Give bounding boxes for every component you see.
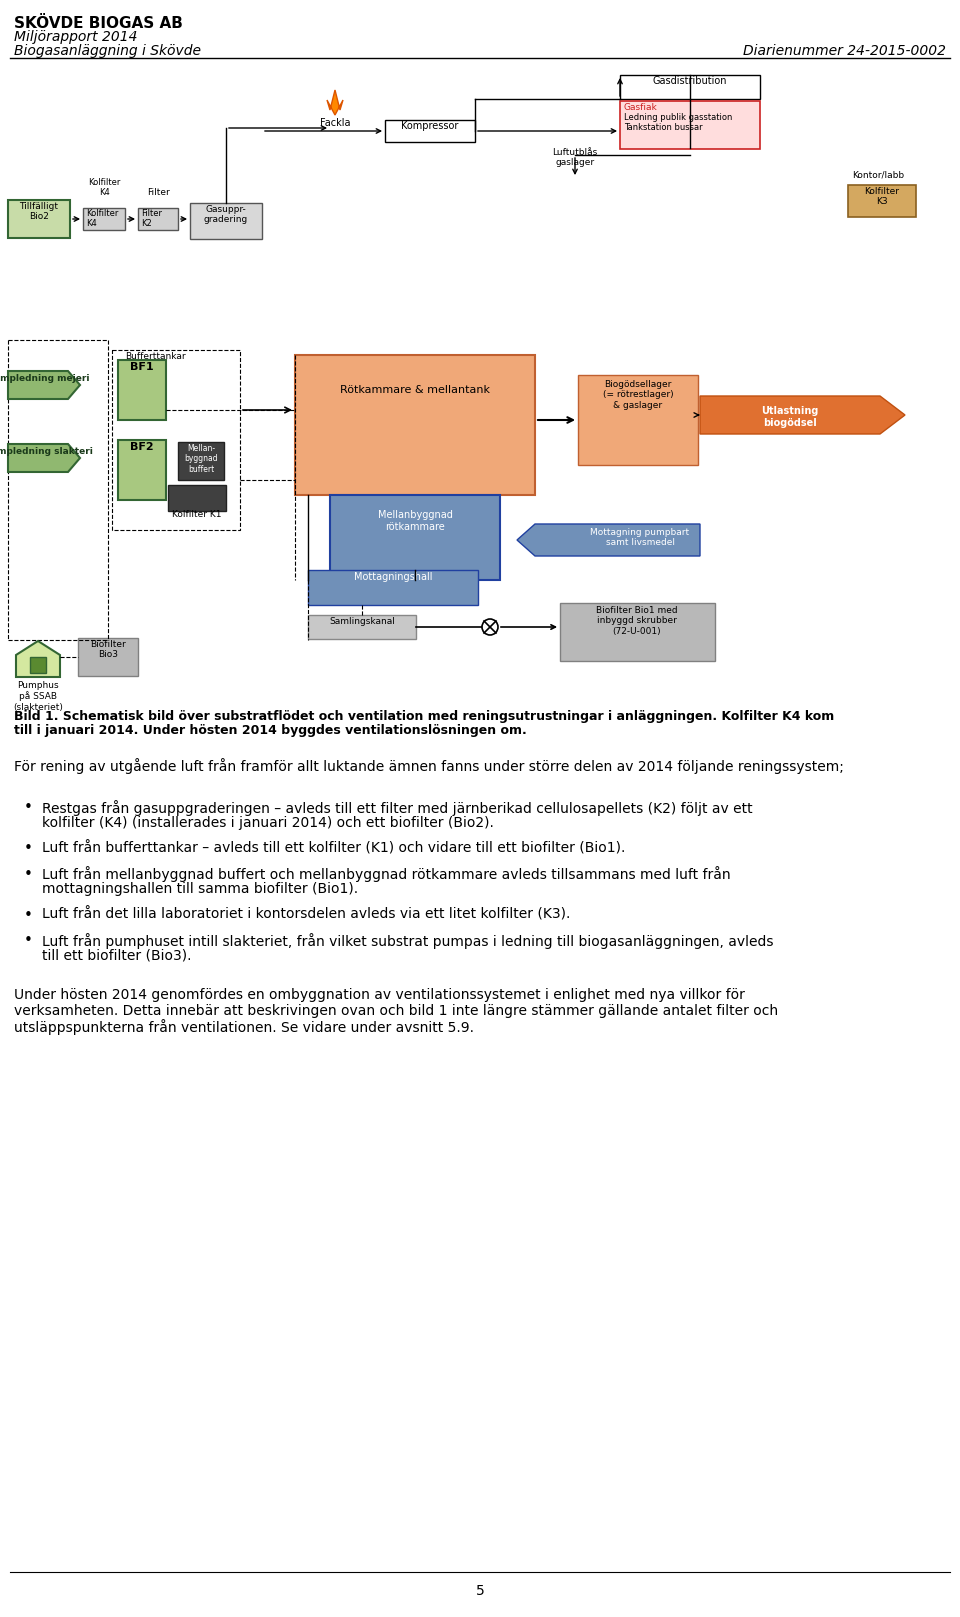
Bar [330,495,500,581]
Text: Pumpledning slakteri: Pumpledning slakteri [0,446,92,456]
Text: Kolfilter
K3: Kolfilter K3 [865,188,900,207]
Text: till ett biofilter (Bio3).: till ett biofilter (Bio3). [42,949,191,962]
Bar [560,603,715,661]
Bar [118,440,166,500]
Bar [83,209,125,230]
Bar [8,201,70,238]
Text: Miljörapport 2014: Miljörapport 2014 [14,31,137,44]
Text: Bufferttankar: Bufferttankar [125,353,185,361]
Bar [178,441,224,480]
Text: Mottagningshall: Mottagningshall [353,572,432,582]
Text: Rötkammare & mellantank: Rötkammare & mellantank [340,385,490,395]
Text: Under hösten 2014 genomfördes en ombyggnation av ventilationssystemet i enlighet: Under hösten 2014 genomfördes en ombyggn… [14,988,745,1003]
Text: verksamheten. Detta innebär att beskrivingen ovan och bild 1 inte längre stämmer: verksamheten. Detta innebär att beskrivi… [14,1004,779,1017]
Text: Biofilter Bio1 med
inbyggd skrubber
(72-U-001): Biofilter Bio1 med inbyggd skrubber (72-… [596,606,678,635]
Text: •: • [24,933,33,948]
Text: Ledning publik gasstation: Ledning publik gasstation [624,113,732,121]
Text: Luft från bufferttankar – avleds till ett kolfilter (K1) och vidare till ett bio: Luft från bufferttankar – avleds till et… [42,841,625,855]
Text: Mottagning pumpbart
samt livsmedel: Mottagning pumpbart samt livsmedel [590,529,689,548]
Bar [620,74,760,99]
Text: Kolfilter
K4: Kolfilter K4 [87,178,120,197]
Text: Luft från pumphuset intill slakteriet, från vilket substrat pumpas i ledning til: Luft från pumphuset intill slakteriet, f… [42,933,774,949]
Bar [620,100,760,149]
Text: •: • [24,867,33,881]
Bar [138,209,178,230]
Bar [308,614,416,639]
Polygon shape [16,640,60,678]
Text: 5: 5 [475,1585,485,1598]
Bar [190,204,262,239]
Text: Kolfilter K1: Kolfilter K1 [172,509,222,519]
Text: Biofilter
Bio3: Biofilter Bio3 [90,640,126,660]
Bar [295,356,535,495]
Text: •: • [24,841,33,855]
Text: Gasfiak: Gasfiak [624,103,658,112]
Text: Biogödsellager
(= rötrestlager)
& gaslager: Biogödsellager (= rötrestlager) & gaslag… [603,380,673,409]
Text: Pumphus
på SSAB
(slakteriet): Pumphus på SSAB (slakteriet) [13,681,63,711]
Text: Diarienummer 24-2015-0002: Diarienummer 24-2015-0002 [743,44,946,58]
Text: Kolfilter
K4: Kolfilter K4 [86,209,118,228]
Text: Biogasanläggning i Skövde: Biogasanläggning i Skövde [14,44,201,58]
Text: •: • [24,800,33,815]
Bar [30,657,46,673]
Text: Luft från mellanbyggnad buffert och mellanbyggnad rötkammare avleds tillsammans : Luft från mellanbyggnad buffert och mell… [42,867,731,883]
Circle shape [482,619,498,635]
Text: Mellanbyggnad
rötkammare: Mellanbyggnad rötkammare [377,509,452,532]
FancyArrow shape [700,396,905,433]
Text: mottagningshallen till samma biofilter (Bio1).: mottagningshallen till samma biofilter (… [42,881,358,896]
Bar [118,361,166,420]
Bar [578,375,698,466]
Text: Filter
K2: Filter K2 [141,209,162,228]
Text: Tillfälligt
Bio2: Tillfälligt Bio2 [19,202,59,222]
FancyArrow shape [517,524,700,556]
Text: Gasuppr-
gradering: Gasuppr- gradering [204,205,248,225]
Text: Restgas från gasuppgraderingen – avleds till ett filter med järnberikad cellulos: Restgas från gasuppgraderingen – avleds … [42,800,753,817]
Text: utsläppspunkterna från ventilationen. Se vidare under avsnitt 5.9.: utsläppspunkterna från ventilationen. Se… [14,1019,474,1035]
Text: Luftutblås
gaslager: Luftutblås gaslager [552,149,598,168]
Text: Utlastning
biogödsel: Utlastning biogödsel [761,406,819,427]
Text: SKÖVDE BIOGAS AB: SKÖVDE BIOGAS AB [14,16,182,31]
Text: Mellan-
byggnad
buffert: Mellan- byggnad buffert [184,445,218,474]
Bar [848,184,916,217]
Text: För rening av utgående luft från framför allt luktande ämnen fanns under större : För rening av utgående luft från framför… [14,758,844,775]
FancyArrow shape [8,445,80,472]
Text: Luft från det lilla laboratoriet i kontorsdelen avleds via ett litet kolfilter (: Luft från det lilla laboratoriet i konto… [42,907,570,922]
Bar [308,571,478,605]
Text: kolfilter (K4) (installerades i januari 2014) och ett biofilter (Bio2).: kolfilter (K4) (installerades i januari … [42,815,493,830]
Text: BF2: BF2 [131,441,154,453]
Bar [385,120,475,142]
Text: Samlingskanal: Samlingskanal [329,618,395,626]
Text: Bild 1. Schematisk bild över substratflödet och ventilation med reningsutrustnin: Bild 1. Schematisk bild över substratflö… [14,710,834,723]
Text: •: • [24,907,33,923]
Text: Gasdistribution: Gasdistribution [653,76,728,86]
Text: till i januari 2014. Under hösten 2014 byggdes ventilationslösningen om.: till i januari 2014. Under hösten 2014 b… [14,724,527,737]
Text: Pumpledning mejeri: Pumpledning mejeri [0,374,89,383]
Bar [168,485,226,511]
FancyArrow shape [8,370,80,399]
Text: Kontor/labb: Kontor/labb [852,170,904,179]
Text: BF1: BF1 [131,362,154,372]
Polygon shape [327,91,343,115]
Text: Tankstation bussar: Tankstation bussar [624,123,703,133]
Text: Fackla: Fackla [320,118,350,128]
Text: Kompressor: Kompressor [401,121,459,131]
Text: Filter: Filter [147,188,169,197]
Bar [78,639,138,676]
